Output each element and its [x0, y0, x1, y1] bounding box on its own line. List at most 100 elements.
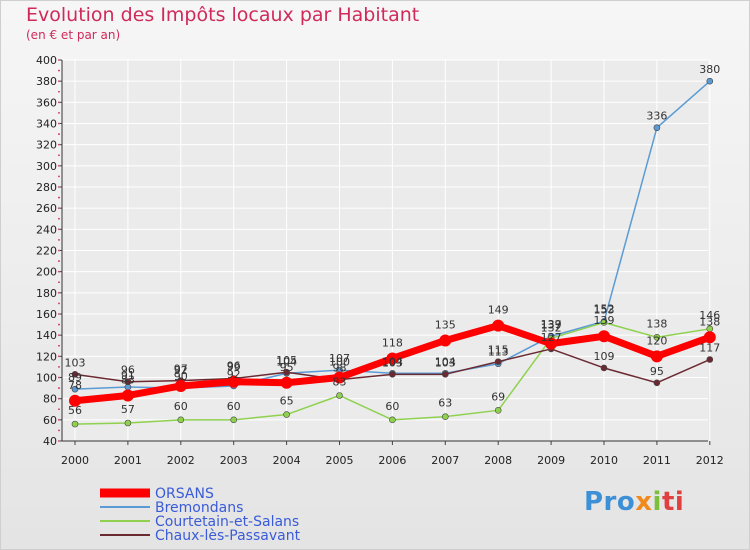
y-minor-tick: [58, 397, 60, 400]
data-point-courtetain-et-salans: [494, 407, 502, 414]
data-point-orsans: [174, 379, 187, 392]
data-label-chaux-l-s-passavant: 103: [382, 356, 403, 369]
y-minor-tick: [58, 143, 60, 146]
data-label-orsans: 92: [174, 364, 188, 377]
y-minor-tick: [58, 164, 60, 167]
x-tick-label: 2000: [61, 454, 89, 467]
data-label-chaux-l-s-passavant: 96: [121, 364, 135, 377]
x-tick-label: 2005: [326, 454, 354, 467]
data-label-chaux-l-s-passavant: 117: [699, 342, 720, 355]
y-minor-tick: [58, 80, 60, 83]
data-point-bremondans: [653, 124, 661, 132]
data-point-orsans: [545, 337, 558, 350]
data-point-chaux-l-s-passavant: [706, 356, 714, 363]
data-label-bremondans: 380: [699, 63, 720, 76]
data-point-bremondans: [706, 77, 714, 85]
y-minor-tick: [58, 59, 60, 61]
y-minor-tick: [58, 207, 60, 210]
data-point-courtetain-et-salans: [441, 413, 449, 420]
data-label-chaux-l-s-passavant: 127: [541, 331, 562, 344]
logo-part-1: Pro: [584, 487, 636, 517]
y-tick-label: 300: [36, 160, 57, 173]
y-tick-label: 280: [36, 181, 57, 194]
data-label-bremondans: 113: [488, 346, 509, 359]
x-tick-label: 2002: [167, 454, 195, 467]
y-minor-tick: [58, 90, 60, 93]
data-label-orsans: 138: [699, 315, 720, 328]
y-minor-tick: [58, 376, 60, 379]
data-label-courtetain-et-salans: 69: [491, 390, 505, 403]
data-label-chaux-l-s-passavant: 98: [333, 362, 347, 375]
y-minor-tick: [58, 239, 60, 241]
y-tick-label: 200: [36, 266, 57, 279]
proxiti-logo: Proxiti: [584, 487, 684, 517]
data-point-chaux-l-s-passavant: [494, 358, 502, 365]
data-label-chaux-l-s-passavant: 109: [594, 350, 615, 363]
data-label-courtetain-et-salans: 137: [541, 318, 562, 331]
logo-part-3: i: [652, 487, 662, 517]
y-minor-tick: [58, 133, 60, 135]
y-minor-tick: [58, 196, 60, 199]
data-point-courtetain-et-salans: [177, 416, 185, 424]
data-point-orsans: [227, 375, 240, 388]
y-tick-label: 320: [36, 139, 57, 152]
data-point-orsans: [121, 389, 134, 402]
y-minor-tick: [58, 228, 60, 231]
data-label-courtetain-et-salans: 60: [227, 400, 241, 413]
data-point-courtetain-et-salans: [389, 416, 396, 424]
data-point-bremondans: [71, 385, 79, 393]
data-label-bremondans: 90: [174, 370, 188, 383]
data-point-chaux-l-s-passavant: [441, 371, 449, 378]
x-tick-label: 2012: [696, 454, 724, 467]
data-point-courtetain-et-salans: [283, 411, 290, 418]
data-label-orsans: 139: [594, 314, 615, 327]
data-label-courtetain-et-salans: 65: [280, 395, 294, 408]
y-tick-label: 100: [36, 372, 57, 385]
data-point-orsans: [650, 350, 663, 363]
data-label-bremondans: 139: [541, 318, 562, 331]
data-label-orsans: 132: [541, 322, 562, 335]
data-point-courtetain-et-salans: [230, 416, 237, 424]
data-label-orsans: 96: [227, 360, 241, 373]
data-label-orsans: 100: [329, 356, 350, 369]
y-minor-tick: [58, 217, 60, 220]
data-label-courtetain-et-salans: 138: [646, 317, 667, 330]
data-label-orsans: 78: [68, 379, 82, 392]
x-tick-label: 2011: [643, 454, 671, 467]
data-label-bremondans: 89: [68, 371, 82, 384]
y-tick-label: 400: [36, 54, 57, 67]
data-point-courtetain-et-salans: [600, 319, 608, 326]
y-tick-label: 260: [36, 202, 57, 215]
data-label-bremondans: 104: [435, 355, 456, 368]
data-point-chaux-l-s-passavant: [71, 371, 79, 378]
legend-label-courtetain-et-salans: Courtetain-et-Salans: [155, 514, 299, 530]
data-label-courtetain-et-salans: 146: [699, 309, 720, 322]
data-label-chaux-l-s-passavant: 103: [435, 356, 456, 369]
data-label-courtetain-et-salans: 83: [333, 375, 347, 388]
chart-subtitle: (en € et par an): [26, 28, 121, 42]
data-label-courtetain-et-salans: 57: [121, 403, 135, 416]
data-label-bremondans: 336: [646, 110, 667, 123]
data-label-orsans: 120: [646, 334, 667, 347]
data-label-courtetain-et-salans: 63: [438, 397, 452, 410]
y-minor-tick: [58, 313, 60, 315]
data-label-bremondans: 104: [382, 355, 403, 368]
data-label-chaux-l-s-passavant: 115: [488, 344, 509, 357]
legend-label-orsans: ORSANS: [155, 486, 214, 502]
y-minor-tick: [58, 270, 60, 273]
y-minor-tick: [58, 112, 60, 114]
data-point-orsans: [598, 330, 610, 343]
data-label-bremondans: 92: [227, 368, 241, 381]
y-tick-label: 60: [43, 414, 57, 427]
data-point-orsans: [280, 376, 293, 389]
y-minor-tick: [58, 440, 60, 442]
y-minor-tick: [58, 122, 60, 125]
data-point-chaux-l-s-passavant: [283, 368, 290, 376]
data-label-orsans: 149: [488, 304, 509, 317]
data-label-orsans: 95: [280, 361, 294, 374]
legend-label-bremondans: Bremondans: [155, 500, 243, 516]
data-label-chaux-l-s-passavant: 105: [276, 354, 297, 367]
y-minor-tick: [58, 366, 60, 368]
data-point-orsans: [333, 371, 346, 384]
x-tick-label: 2009: [537, 454, 565, 467]
